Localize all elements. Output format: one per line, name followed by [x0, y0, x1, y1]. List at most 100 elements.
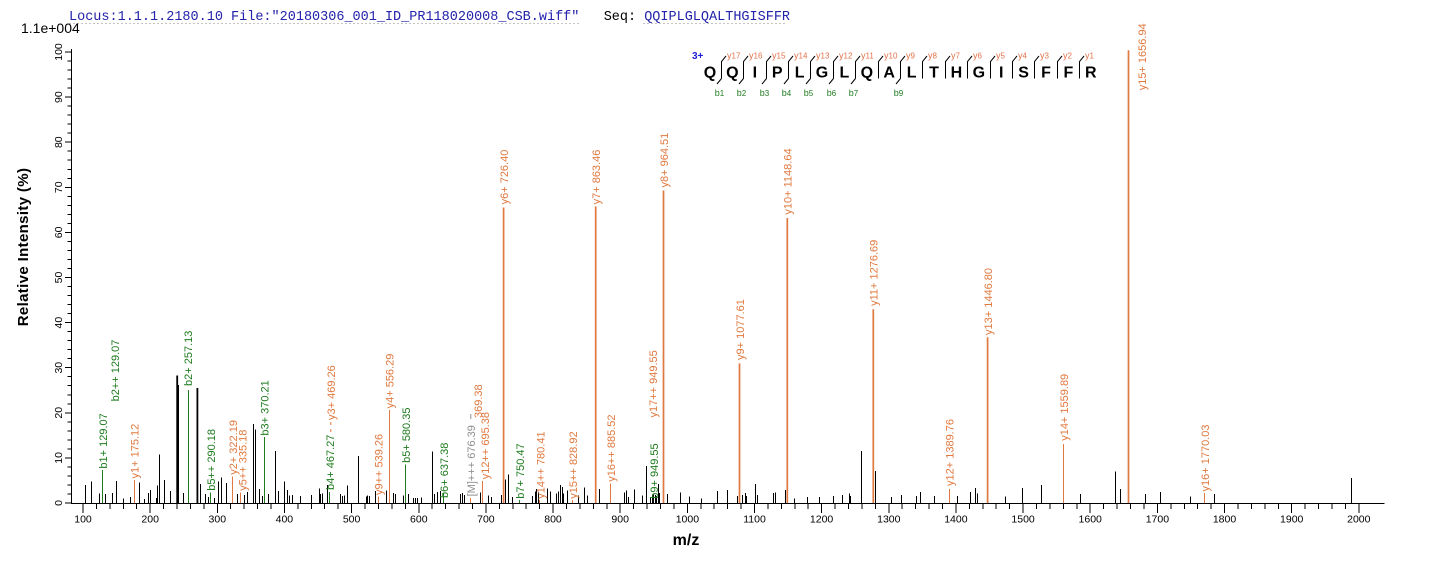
svg-text:y12++ 695.38: y12++ 695.38 — [480, 412, 492, 479]
svg-text:A: A — [883, 65, 895, 82]
svg-text:Q: Q — [726, 65, 738, 82]
svg-text:20: 20 — [53, 407, 65, 419]
svg-text:y16++ 885.52: y16++ 885.52 — [606, 415, 618, 482]
svg-text:y14+ 1559.89: y14+ 1559.89 — [1059, 374, 1071, 441]
svg-text:b2++ 129.07: b2++ 129.07 — [110, 340, 122, 402]
svg-text:y16: y16 — [749, 51, 763, 61]
svg-text:b5++ 290.18: b5++ 290.18 — [206, 429, 218, 491]
svg-text:b9: b9 — [894, 88, 904, 98]
svg-text:900: 900 — [611, 514, 629, 526]
svg-text:T: T — [929, 65, 939, 82]
svg-text:1500: 1500 — [1011, 514, 1035, 526]
svg-text:b5+ 580.35: b5+ 580.35 — [401, 408, 413, 463]
svg-text:Locus:1.1.1.2180.10 File:"2018: Locus:1.1.1.2180.10 File:"20180306_001_I… — [69, 10, 790, 25]
svg-text:S: S — [1018, 65, 1029, 82]
svg-text:y1+ 175.12: y1+ 175.12 — [130, 424, 142, 479]
svg-text:L: L — [795, 65, 805, 82]
svg-text:700: 700 — [477, 514, 495, 526]
svg-text:F: F — [1041, 65, 1051, 82]
svg-text:P: P — [772, 65, 783, 82]
svg-text:y15++ 828.92: y15++ 828.92 — [568, 431, 580, 498]
svg-text:y2+ 322.19: y2+ 322.19 — [228, 420, 240, 475]
svg-text:I: I — [999, 65, 1003, 82]
svg-text:b5: b5 — [804, 88, 814, 98]
svg-text:Relative Intensity (%): Relative Intensity (%) — [15, 168, 32, 327]
svg-text:2000: 2000 — [1347, 514, 1371, 526]
svg-text:10: 10 — [53, 452, 65, 464]
svg-text:[M]+++ 676.39: [M]+++ 676.39 — [466, 425, 478, 496]
svg-text:500: 500 — [343, 514, 361, 526]
svg-text:G: G — [816, 65, 828, 82]
svg-text:1600: 1600 — [1079, 514, 1103, 526]
svg-text:y17: y17 — [727, 51, 741, 61]
svg-text:Q: Q — [861, 65, 873, 82]
svg-text:y12: y12 — [839, 51, 853, 61]
svg-text:y10+ 1148.64: y10+ 1148.64 — [783, 148, 795, 214]
svg-text:y3+ 469.26: y3+ 469.26 — [326, 365, 338, 420]
svg-text:100: 100 — [53, 43, 65, 61]
svg-text:y1: y1 — [1085, 51, 1095, 61]
svg-text:b7: b7 — [849, 88, 859, 98]
svg-text:1200: 1200 — [810, 514, 834, 526]
svg-text:b4: b4 — [782, 88, 792, 98]
svg-text:50: 50 — [53, 272, 65, 284]
svg-text:y14++ 780.41: y14++ 780.41 — [535, 431, 547, 498]
svg-text:y4+ 556.29: y4+ 556.29 — [385, 354, 397, 409]
svg-text:600: 600 — [410, 514, 428, 526]
svg-text:y8+ 964.51: y8+ 964.51 — [659, 133, 671, 188]
svg-text:b2+ 257.13: b2+ 257.13 — [183, 331, 195, 386]
svg-text:b2: b2 — [737, 88, 747, 98]
svg-text:y8: y8 — [928, 51, 938, 61]
svg-text:b3: b3 — [760, 88, 770, 98]
svg-text:b7+ 750.47: b7+ 750.47 — [515, 443, 527, 498]
svg-text:369.38: 369.38 — [473, 384, 485, 418]
svg-text:1000: 1000 — [676, 514, 700, 526]
svg-text:b6+ 637.38: b6+ 637.38 — [439, 443, 451, 498]
svg-text:I: I — [753, 65, 757, 82]
svg-text:300: 300 — [209, 514, 227, 526]
svg-text:G: G — [973, 65, 985, 82]
svg-text:70: 70 — [53, 181, 65, 193]
svg-text:H: H — [951, 65, 963, 82]
svg-text:b9+ 949.55: b9+ 949.55 — [649, 443, 661, 498]
svg-text:y7: y7 — [951, 51, 961, 61]
svg-text:1400: 1400 — [944, 514, 968, 526]
svg-text:y17++ 949.55: y17++ 949.55 — [648, 350, 660, 417]
svg-text:y2: y2 — [1063, 51, 1073, 61]
svg-text:y11: y11 — [861, 51, 874, 61]
svg-text:1900: 1900 — [1280, 514, 1304, 526]
svg-text:800: 800 — [544, 514, 562, 526]
svg-text:m/z: m/z — [673, 532, 700, 549]
svg-text:y5: y5 — [996, 51, 1006, 61]
svg-text:y15: y15 — [772, 51, 786, 61]
svg-text:L: L — [840, 65, 850, 82]
svg-text:y9: y9 — [906, 51, 916, 61]
svg-text:y4: y4 — [1018, 51, 1028, 61]
svg-text:b1+ 129.07: b1+ 129.07 — [98, 413, 110, 468]
svg-text:y3: y3 — [1040, 51, 1050, 61]
svg-text:90: 90 — [53, 91, 65, 103]
svg-text:R: R — [1085, 65, 1097, 82]
svg-text:y13+ 1446.80: y13+ 1446.80 — [983, 268, 995, 335]
svg-text:30: 30 — [53, 362, 65, 374]
svg-text:L: L — [907, 65, 917, 82]
svg-text:40: 40 — [53, 317, 65, 329]
svg-text:y5++ 335.18: y5++ 335.18 — [237, 430, 249, 491]
svg-text:y14: y14 — [794, 51, 808, 61]
svg-text:y6+ 726.40: y6+ 726.40 — [499, 150, 511, 205]
svg-text:60: 60 — [53, 226, 65, 238]
svg-text:y12+ 1389.76: y12+ 1389.76 — [945, 419, 957, 486]
svg-text:400: 400 — [276, 514, 294, 526]
svg-text:b6: b6 — [827, 88, 837, 98]
svg-text:y9++ 539.26: y9++ 539.26 — [373, 434, 385, 495]
svg-text:y15+ 1656.94: y15+ 1656.94 — [1137, 23, 1149, 90]
svg-text:1100: 1100 — [743, 514, 766, 526]
svg-text:Q: Q — [704, 65, 716, 82]
svg-text:F: F — [1064, 65, 1074, 82]
svg-text:1800: 1800 — [1213, 514, 1237, 526]
svg-text:y9+ 1077.61: y9+ 1077.61 — [735, 299, 747, 360]
svg-text:0: 0 — [53, 500, 65, 506]
svg-text:y11+ 1276.69: y11+ 1276.69 — [869, 240, 881, 306]
svg-text:1300: 1300 — [877, 514, 901, 526]
svg-text:b4+ 467.27: b4+ 467.27 — [325, 435, 337, 490]
